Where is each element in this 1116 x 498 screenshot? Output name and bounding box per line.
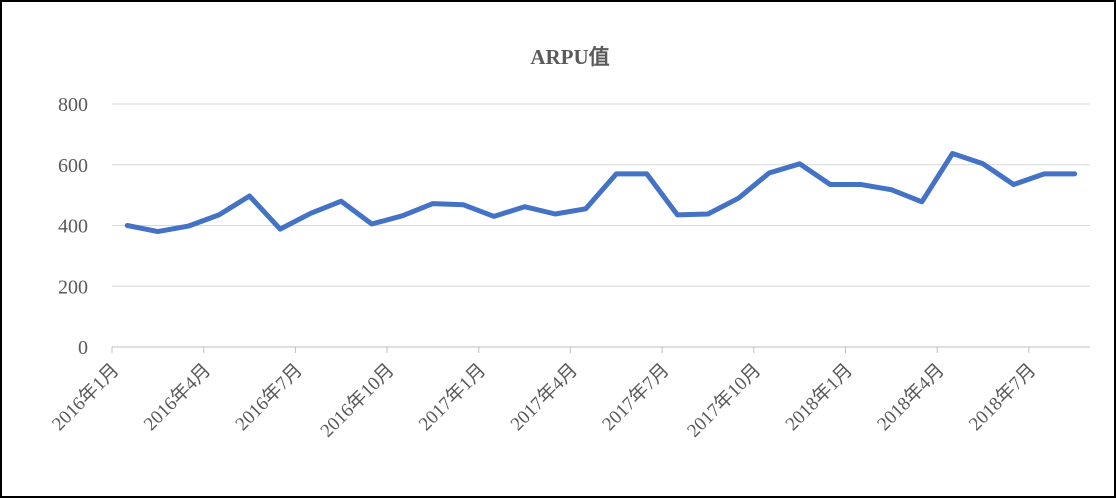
y-tick-label: 800	[58, 94, 88, 116]
y-tick-label: 400	[58, 216, 88, 238]
y-tick-label: 600	[58, 155, 88, 177]
chart-title: ARPU值	[530, 45, 609, 69]
line	[124, 151, 1078, 235]
y-tick-label: 0	[78, 337, 88, 359]
y-tick-label: 200	[58, 276, 88, 298]
